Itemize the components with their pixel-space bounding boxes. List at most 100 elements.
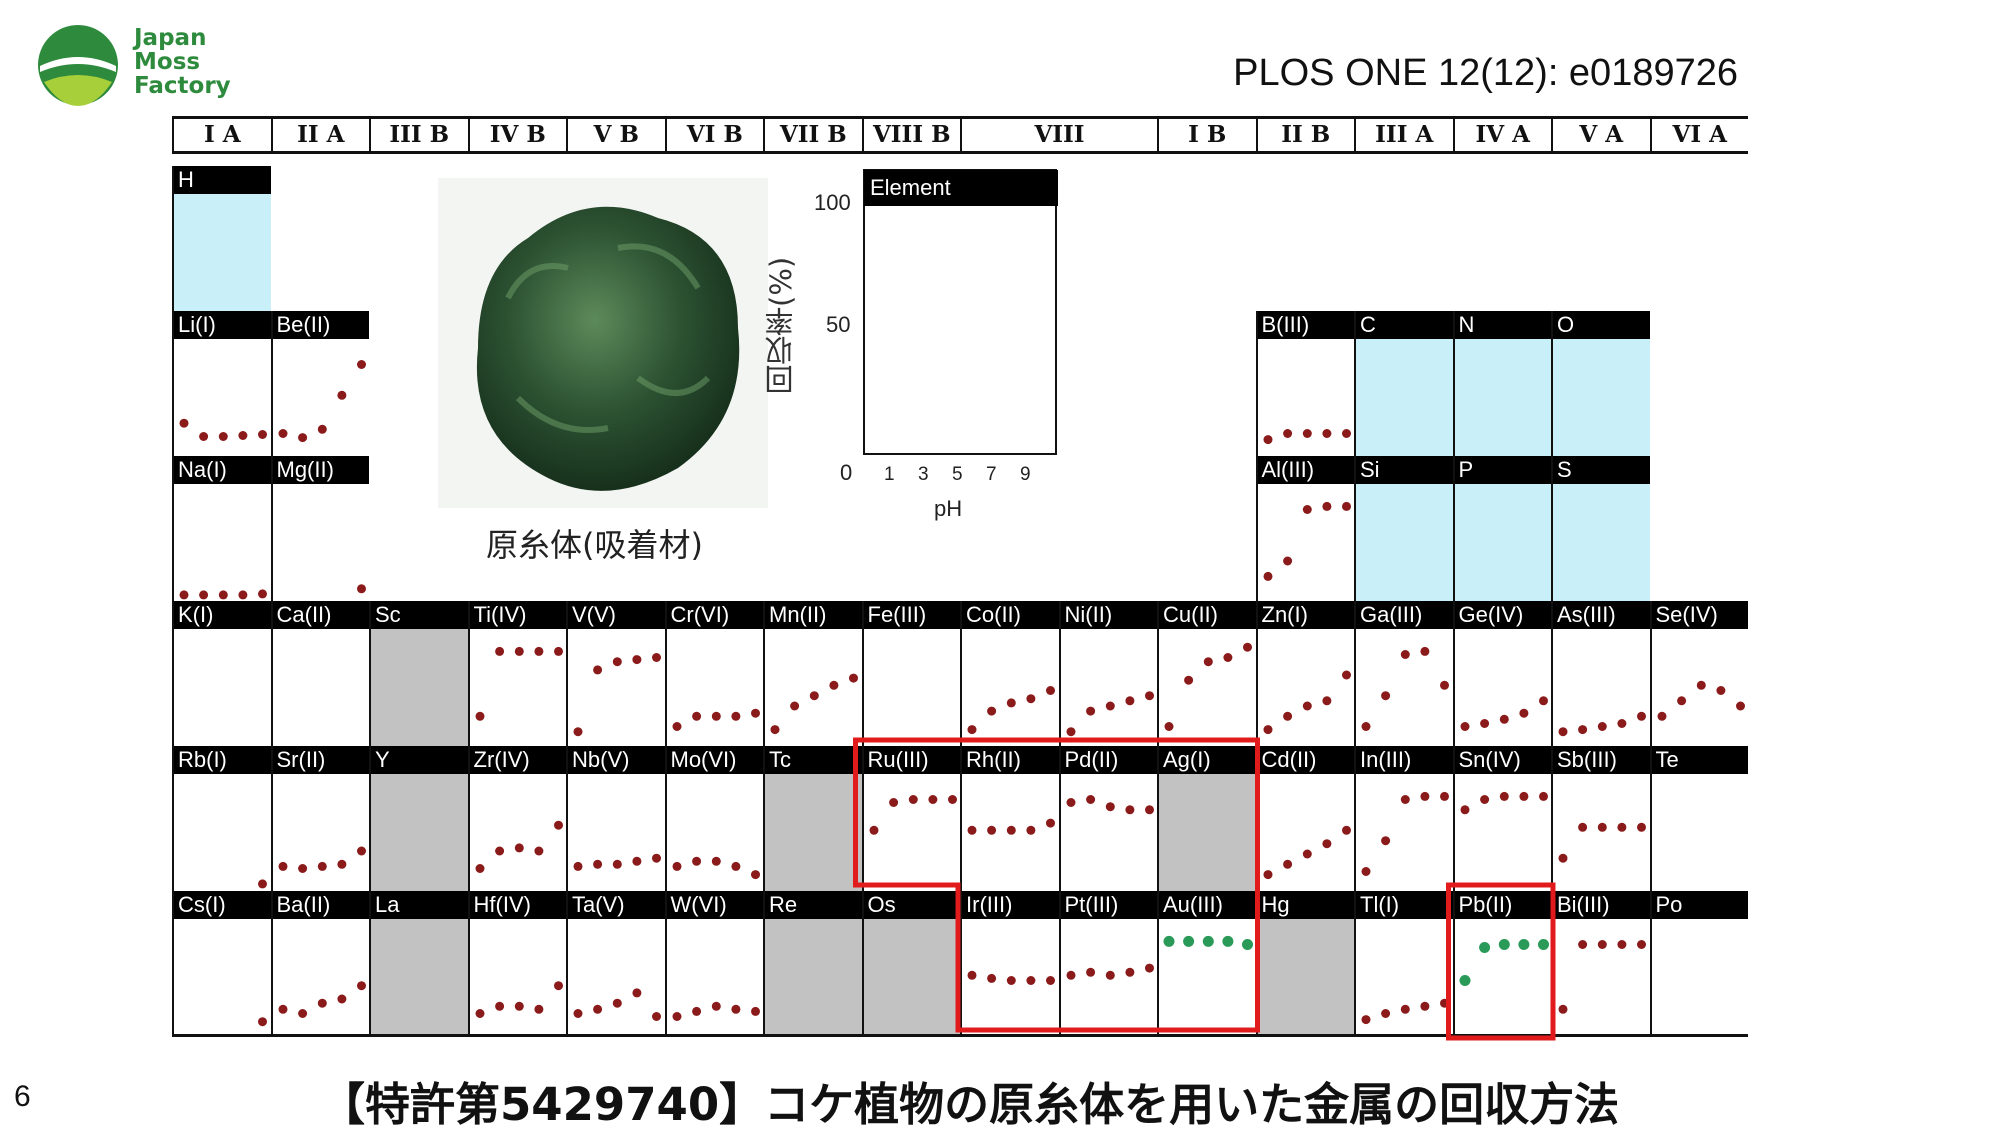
legend-y-tick: 50	[826, 312, 851, 337]
data-point	[1617, 719, 1627, 728]
data-point	[238, 431, 248, 440]
data-point	[1341, 501, 1351, 511]
data-point	[632, 988, 642, 998]
data-point	[1715, 686, 1725, 695]
data-point	[179, 590, 189, 600]
data-point	[278, 861, 287, 871]
data-point	[475, 1009, 484, 1018]
data-point	[987, 973, 997, 983]
data-point	[336, 994, 346, 1004]
data-point	[278, 429, 287, 438]
data-point	[1302, 849, 1312, 859]
element-plot	[1361, 998, 1449, 1025]
data-point	[1361, 867, 1371, 876]
data-point	[652, 653, 661, 662]
element-cell: Tl(I)	[1354, 891, 1453, 1036]
data-point	[1460, 722, 1469, 731]
data-point	[179, 418, 189, 428]
element-cell: Sb(III)	[1551, 746, 1650, 891]
element-label: Te	[1651, 746, 1748, 774]
data-point	[1282, 859, 1292, 869]
data-point	[750, 708, 760, 718]
data-point	[1499, 791, 1509, 801]
element-cell: Pd(II)	[1058, 746, 1157, 891]
data-point	[691, 711, 701, 721]
group-label: V B	[566, 119, 665, 151]
element-cell: Mg(II)	[270, 456, 369, 601]
moss-protonema-photo	[438, 178, 768, 508]
data-point	[1597, 722, 1607, 731]
element-cell: P	[1452, 456, 1551, 601]
data-point	[869, 825, 878, 835]
element-plot	[1164, 642, 1252, 731]
data-point	[1164, 722, 1174, 731]
data-point	[1144, 805, 1154, 815]
data-point	[1222, 935, 1234, 947]
data-point	[199, 432, 209, 441]
data-point	[297, 864, 307, 873]
group-label: IV A	[1452, 119, 1552, 151]
data-point	[258, 879, 267, 889]
element-cell: Au(III)	[1157, 891, 1256, 1036]
data-point	[711, 1001, 721, 1011]
group-label: I A	[172, 119, 271, 151]
data-point	[612, 657, 622, 667]
element-label: Hf(IV)	[469, 891, 566, 919]
element-cell: Sr(II)	[270, 746, 369, 891]
element-label: Pd(II)	[1060, 746, 1157, 774]
data-point	[356, 846, 366, 856]
element-plot	[573, 988, 661, 1021]
data-point	[829, 680, 839, 690]
group-label: I B	[1157, 119, 1256, 151]
data-point	[1282, 711, 1292, 721]
data-point	[730, 711, 740, 721]
data-point	[593, 859, 603, 869]
element-label: Al(III)	[1257, 456, 1354, 484]
element-cell: Ba(II)	[270, 891, 369, 1036]
element-plot	[967, 818, 1055, 835]
element-cell: Al(III)	[1255, 456, 1354, 601]
element-label: H	[174, 166, 271, 194]
element-cell: Ru(III)	[861, 746, 960, 891]
element-plot	[278, 846, 366, 873]
element-plot	[258, 1017, 267, 1027]
element-plot	[1163, 935, 1253, 950]
element-plot	[1263, 501, 1351, 581]
element-cell: Ge(IV)	[1452, 601, 1551, 746]
data-point	[1597, 940, 1607, 949]
data-point	[494, 1001, 504, 1011]
element-cell: Te	[1649, 746, 1748, 891]
data-point	[711, 711, 721, 721]
element-label: Sn(IV)	[1454, 746, 1551, 774]
element-plot	[1657, 680, 1745, 721]
company-logo	[38, 25, 118, 106]
data-point	[1321, 501, 1331, 511]
data-point	[1558, 727, 1568, 737]
element-label: La	[371, 891, 468, 919]
data-point	[1302, 429, 1312, 438]
element-plot	[573, 653, 661, 737]
citation: PLOS ONE 12(12): e0189726	[1233, 52, 1738, 94]
data-point	[1066, 798, 1075, 807]
element-cell: H	[172, 166, 271, 311]
element-label: Cu(II)	[1159, 601, 1256, 629]
data-point	[1637, 940, 1646, 949]
data-point	[514, 646, 524, 656]
element-label: As(III)	[1553, 601, 1650, 629]
data-point	[573, 727, 583, 737]
data-point	[1321, 839, 1331, 849]
element-cell: S	[1551, 456, 1650, 601]
element-label: Si	[1356, 456, 1453, 484]
element-cell: O	[1551, 311, 1650, 456]
element-label: Au(III)	[1159, 891, 1256, 919]
data-point	[258, 589, 267, 599]
group-label: VI B	[664, 119, 764, 151]
data-point	[987, 706, 997, 716]
data-point	[1144, 963, 1154, 973]
data-point	[1282, 556, 1292, 566]
element-plot	[967, 686, 1055, 735]
data-point	[809, 691, 819, 701]
data-point	[1420, 1001, 1430, 1011]
data-point	[1202, 935, 1214, 947]
data-point	[573, 1009, 583, 1018]
